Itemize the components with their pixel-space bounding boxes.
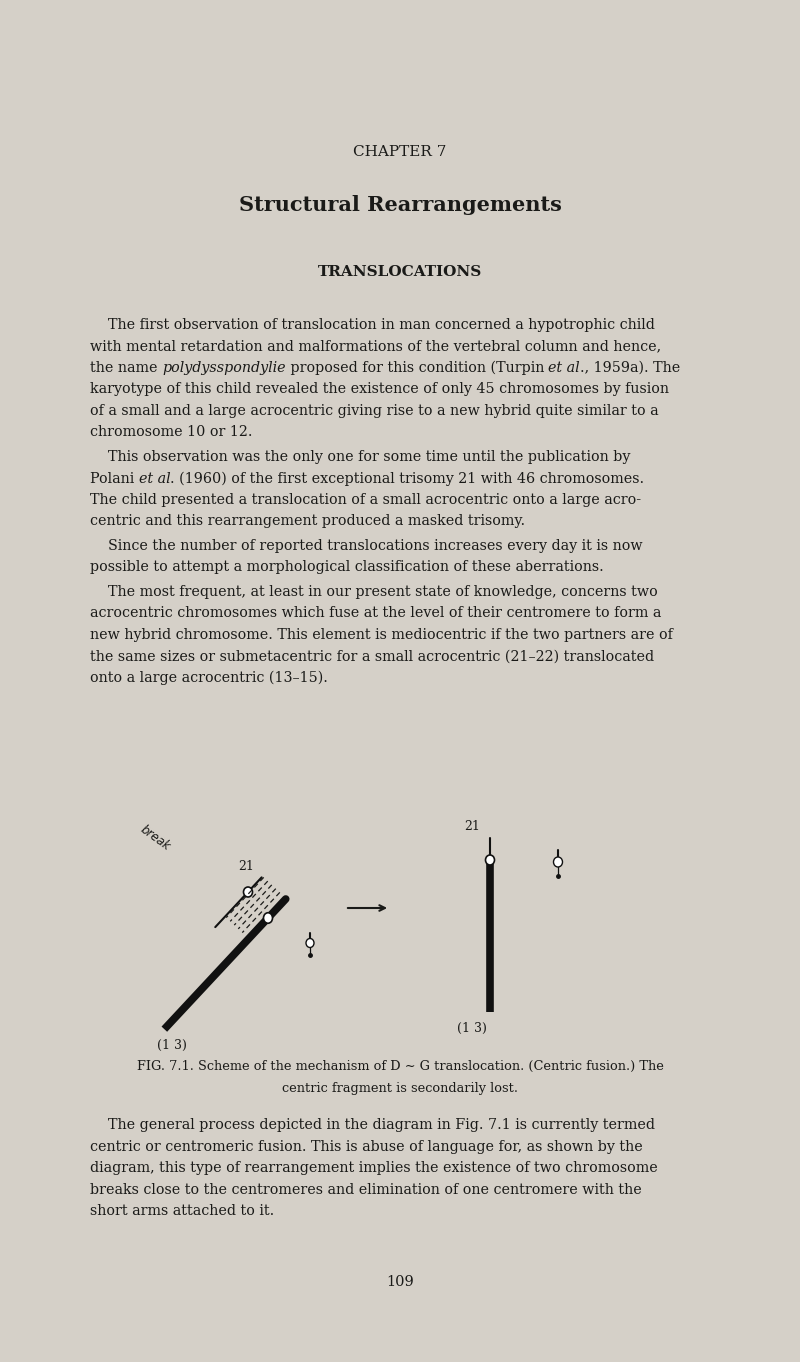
Text: Structural Rearrangements: Structural Rearrangements — [238, 195, 562, 215]
Ellipse shape — [554, 857, 562, 868]
Text: chromosome 10 or 12.: chromosome 10 or 12. — [90, 425, 253, 440]
Text: CHAPTER 7: CHAPTER 7 — [354, 144, 446, 159]
Text: acrocentric chromosomes which fuse at the level of their centromere to form a: acrocentric chromosomes which fuse at th… — [90, 606, 662, 621]
Text: new hybrid chromosome. This element is mediocentric if the two partners are of: new hybrid chromosome. This element is m… — [90, 628, 673, 642]
Text: et al: et al — [548, 361, 580, 375]
Text: centric fragment is secondarily lost.: centric fragment is secondarily lost. — [282, 1081, 518, 1095]
Text: karyotype of this child revealed the existence of only 45 chromosomes by fusion: karyotype of this child revealed the exi… — [90, 383, 669, 396]
Text: centric or centromeric fusion. This is abuse of language for, as shown by the: centric or centromeric fusion. This is a… — [90, 1140, 642, 1154]
Text: 21: 21 — [464, 820, 480, 834]
Text: 21: 21 — [238, 861, 254, 873]
Text: TRANSLOCATIONS: TRANSLOCATIONS — [318, 266, 482, 279]
Text: proposed for this condition (Turpin: proposed for this condition (Turpin — [286, 361, 548, 376]
Ellipse shape — [263, 913, 273, 923]
Text: break: break — [138, 823, 173, 853]
Text: onto a large acrocentric (13–15).: onto a large acrocentric (13–15). — [90, 671, 328, 685]
Text: (1 3): (1 3) — [158, 1039, 187, 1053]
Text: The first observation of translocation in man concerned a hypotrophic child: The first observation of translocation i… — [90, 317, 655, 332]
Text: polydysspondylie: polydysspondylie — [162, 361, 286, 375]
Text: possible to attempt a morphological classification of these aberrations.: possible to attempt a morphological clas… — [90, 561, 604, 575]
Text: The general process depicted in the diagram in Fig. 7.1 is currently termed: The general process depicted in the diag… — [90, 1118, 655, 1132]
Text: et al: et al — [138, 471, 170, 485]
Text: (1 3): (1 3) — [457, 1022, 487, 1035]
Text: the same sizes or submetacentric for a small acrocentric (21–22) translocated: the same sizes or submetacentric for a s… — [90, 650, 654, 663]
Text: Polani: Polani — [90, 471, 138, 485]
Text: ., 1959a). The: ., 1959a). The — [580, 361, 680, 375]
Text: . (1960) of the first exceptional trisomy 21 with 46 chromosomes.: . (1960) of the first exceptional trisom… — [170, 471, 645, 486]
Ellipse shape — [306, 938, 314, 948]
Text: of a small and a large acrocentric giving rise to a new hybrid quite similar to : of a small and a large acrocentric givin… — [90, 405, 658, 418]
Text: Since the number of reported translocations increases every day it is now: Since the number of reported translocati… — [90, 539, 642, 553]
Text: short arms attached to it.: short arms attached to it. — [90, 1204, 274, 1218]
Text: The child presented a translocation of a small acrocentric onto a large acro-: The child presented a translocation of a… — [90, 493, 641, 507]
Text: centric and this rearrangement produced a masked trisomy.: centric and this rearrangement produced … — [90, 515, 525, 528]
Text: breaks close to the centromeres and elimination of one centromere with the: breaks close to the centromeres and elim… — [90, 1182, 642, 1196]
Text: 109: 109 — [386, 1275, 414, 1288]
Text: with mental retardation and malformations of the vertebral column and hence,: with mental retardation and malformation… — [90, 339, 661, 354]
Text: The most frequent, at least in our present state of knowledge, concerns two: The most frequent, at least in our prese… — [90, 586, 658, 599]
Text: FIG. 7.1. Scheme of the mechanism of D ∼ G translocation. (Centric fusion.) The: FIG. 7.1. Scheme of the mechanism of D ∼… — [137, 1060, 663, 1073]
Ellipse shape — [486, 855, 494, 865]
Ellipse shape — [243, 887, 253, 898]
Text: diagram, this type of rearrangement implies the existence of two chromosome: diagram, this type of rearrangement impl… — [90, 1160, 658, 1175]
Text: the name: the name — [90, 361, 162, 375]
Text: This observation was the only one for some time until the publication by: This observation was the only one for so… — [90, 449, 630, 464]
